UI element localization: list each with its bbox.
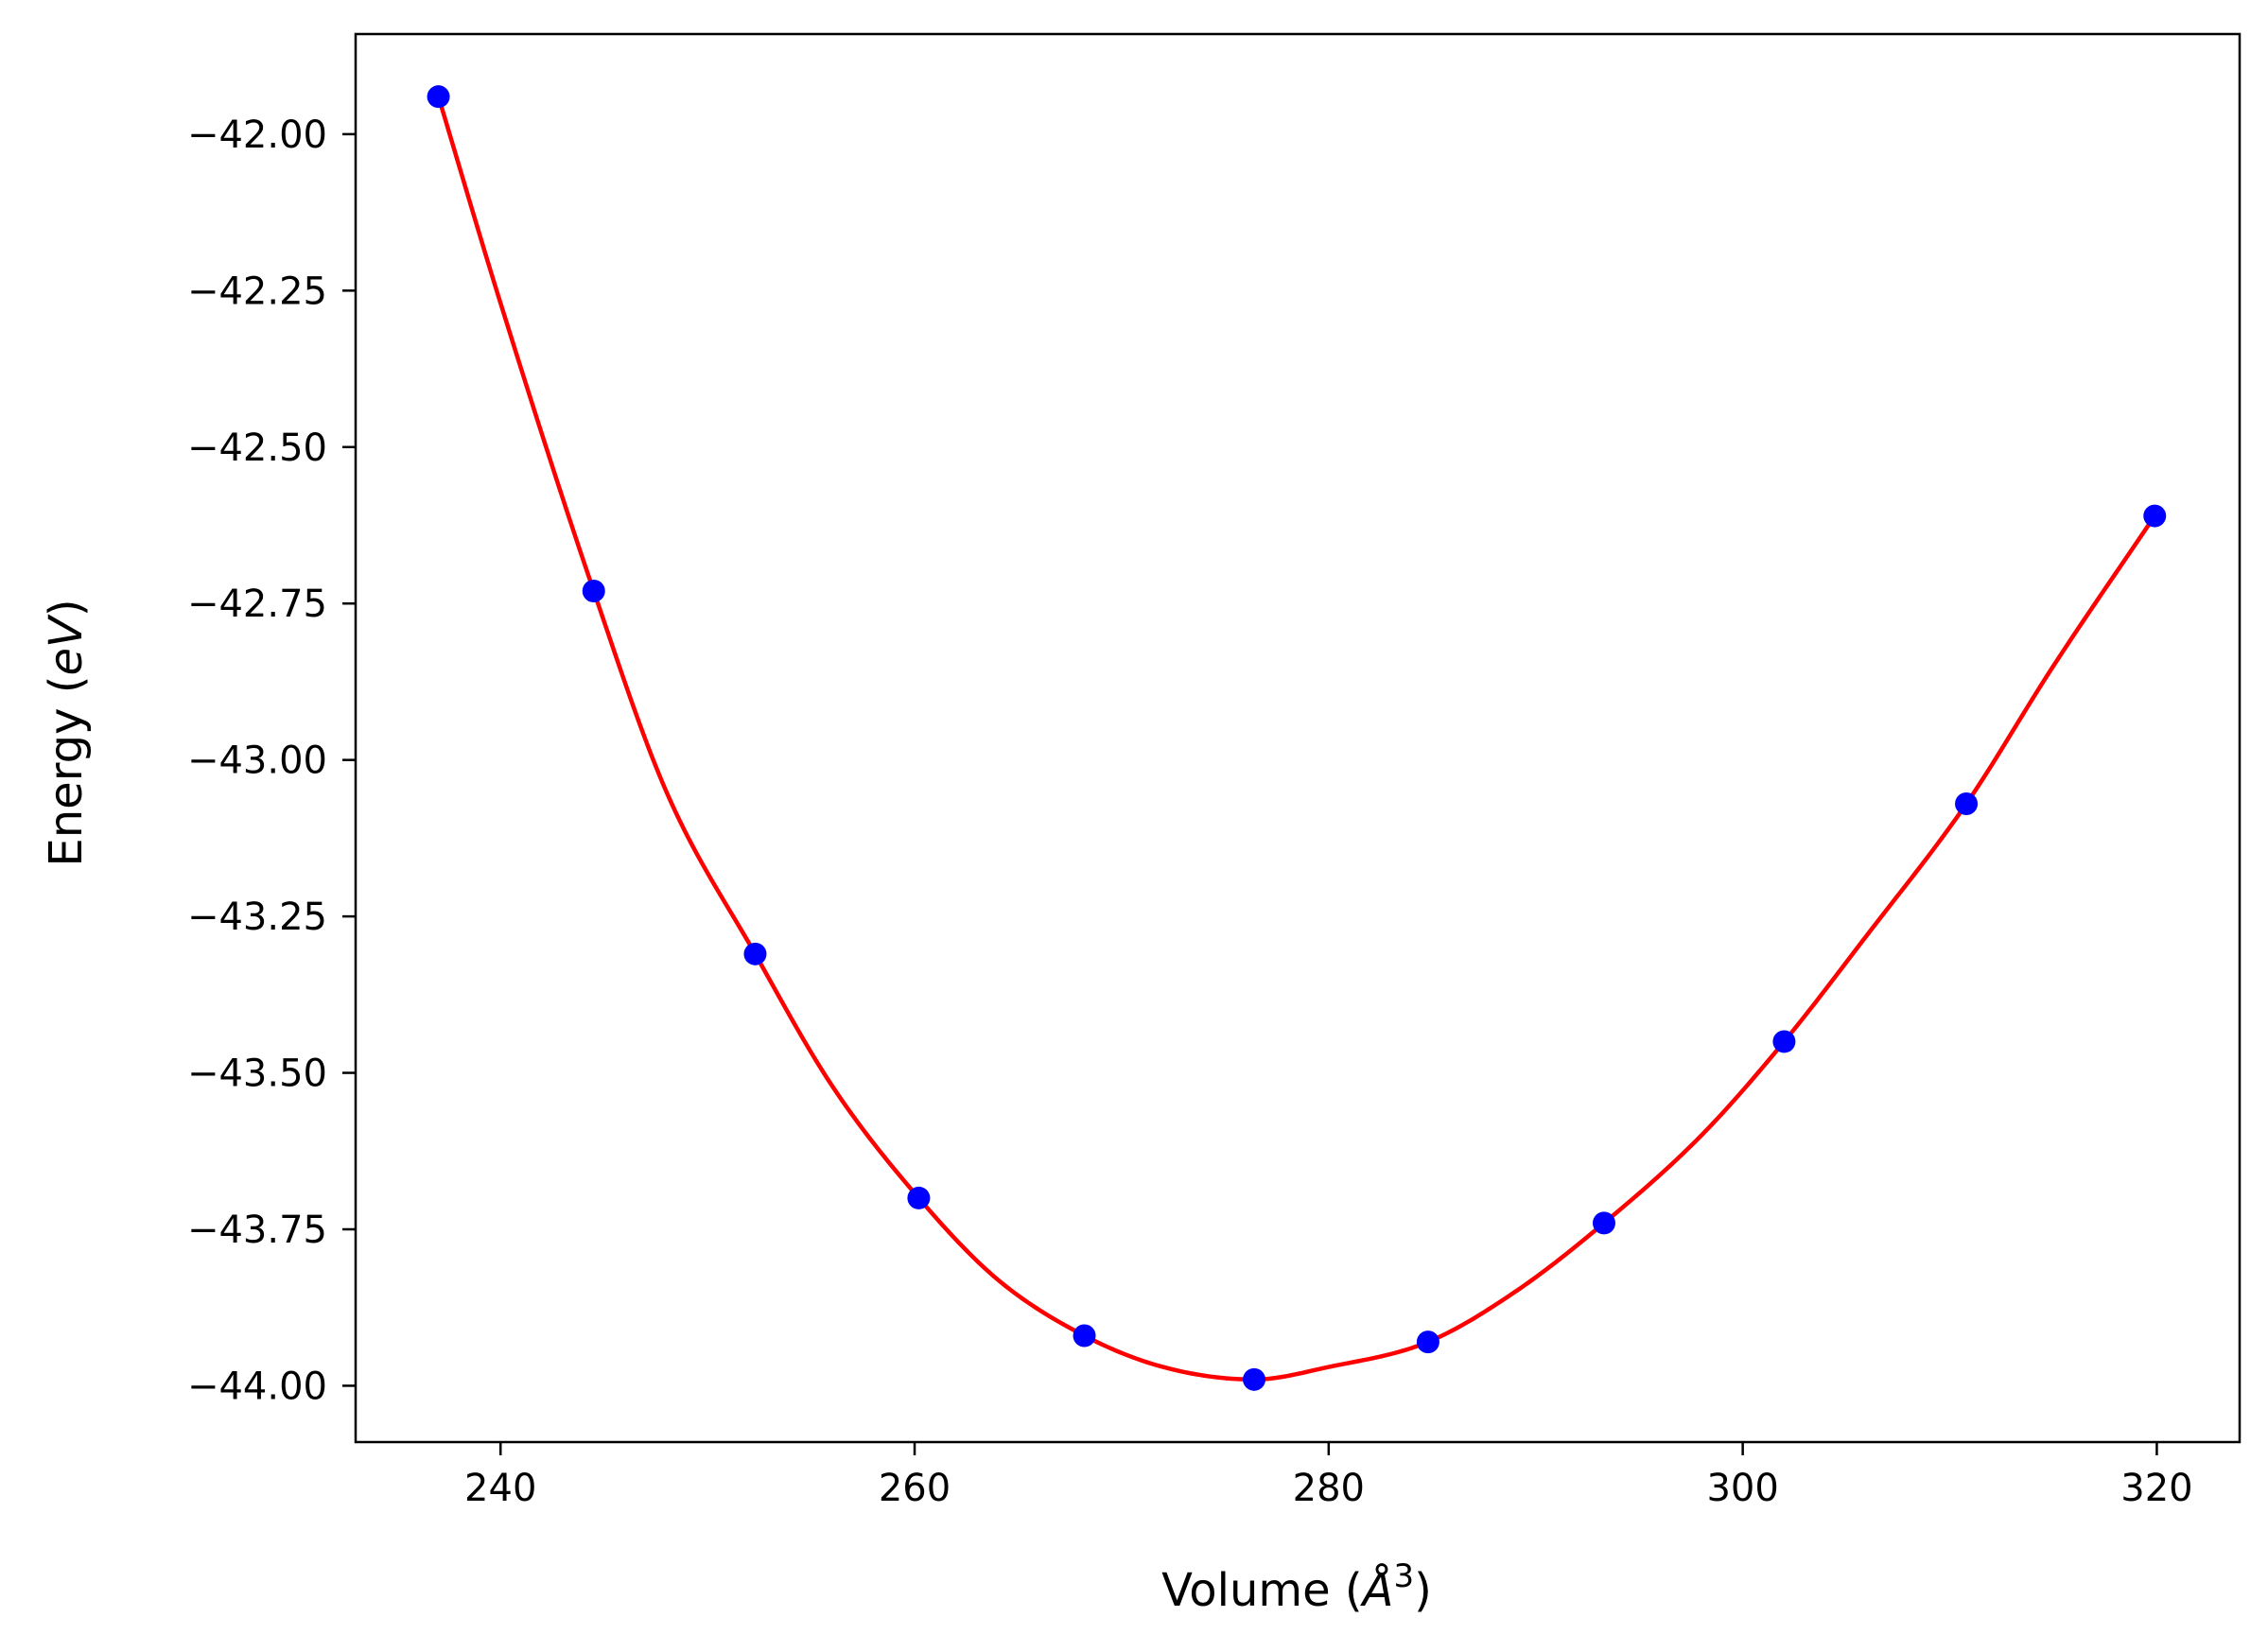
- x-tick-label: 320: [2120, 1467, 2192, 1510]
- x-tick-label: 300: [1706, 1467, 1778, 1510]
- data-point: [1416, 1330, 1439, 1354]
- y-tick-label: −43.25: [187, 896, 327, 939]
- x-tick-label: 280: [1293, 1467, 1365, 1510]
- y-axis-label-prefix: Energy (: [40, 676, 93, 867]
- plot-area: [427, 85, 2167, 1391]
- y-tick-label: −42.75: [187, 583, 327, 626]
- data-point: [1955, 791, 1979, 815]
- axes-frame: [354, 32, 2242, 1444]
- data-point: [1592, 1211, 1615, 1235]
- y-tick-label: −44.00: [187, 1365, 327, 1408]
- y-tick-label: −42.50: [187, 426, 327, 470]
- x-axis-label-prefix: Volume (: [1161, 1564, 1363, 1617]
- y-axis-label: Energy (eV): [40, 599, 93, 866]
- x-tick-label: 260: [879, 1467, 951, 1510]
- x-axis-label: Volume (Å3): [1161, 1557, 1432, 1617]
- data-point: [743, 942, 767, 965]
- data-point: [1243, 1367, 1266, 1391]
- y-axis-label-italic: eV: [40, 614, 93, 676]
- y-tick-label: −43.75: [187, 1209, 327, 1252]
- data-point: [582, 579, 605, 602]
- y-tick-label: −43.50: [187, 1052, 327, 1096]
- data-point: [1073, 1324, 1096, 1348]
- x-axis-label-symbol: Å: [1360, 1563, 1394, 1617]
- data-point: [427, 85, 450, 109]
- y-axis-ticks: −42.00 −42.25 −42.50 −42.75 −43.00 −43.25 −43.…: [187, 113, 356, 1408]
- data-points: [427, 85, 2167, 1391]
- y-tick-label: −43.00: [187, 739, 327, 783]
- y-axis-label-suffix: ): [40, 599, 93, 617]
- data-point: [2143, 504, 2167, 528]
- y-tick-label: −42.00: [187, 113, 327, 157]
- x-axis-label-superscript: 3: [1393, 1557, 1414, 1595]
- data-point: [907, 1186, 931, 1209]
- data-point: [1772, 1030, 1796, 1053]
- x-axis-label-suffix: ): [1414, 1564, 1432, 1617]
- y-tick-label: −42.25: [187, 270, 327, 313]
- x-axis-ticks: 240 260 280 300 320: [464, 1442, 2193, 1510]
- x-tick-label: 240: [464, 1467, 536, 1510]
